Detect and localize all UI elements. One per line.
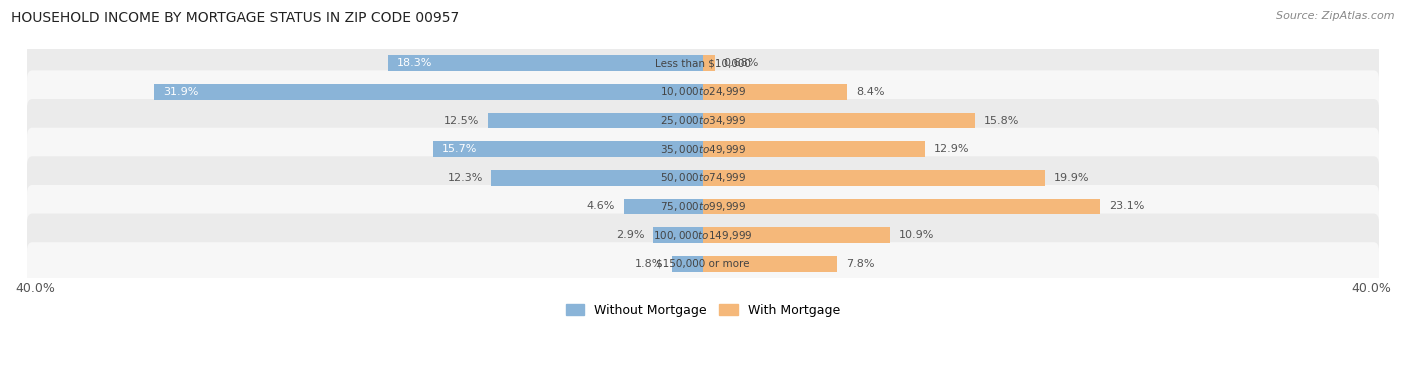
- Bar: [703, 113, 974, 129]
- FancyBboxPatch shape: [27, 156, 1379, 199]
- Text: 19.9%: 19.9%: [1054, 173, 1090, 183]
- Text: 40.0%: 40.0%: [1351, 282, 1391, 295]
- Text: $25,000 to $34,999: $25,000 to $34,999: [659, 114, 747, 127]
- Text: 8.4%: 8.4%: [856, 87, 884, 97]
- FancyBboxPatch shape: [27, 242, 1379, 285]
- Bar: [155, 84, 703, 100]
- Bar: [624, 199, 703, 214]
- Text: 4.6%: 4.6%: [586, 201, 616, 211]
- Text: 40.0%: 40.0%: [15, 282, 55, 295]
- Text: 2.9%: 2.9%: [616, 230, 644, 240]
- FancyBboxPatch shape: [27, 185, 1379, 228]
- Bar: [703, 55, 714, 71]
- Bar: [703, 170, 1045, 185]
- Bar: [388, 55, 703, 71]
- Text: $75,000 to $99,999: $75,000 to $99,999: [659, 200, 747, 213]
- Text: 7.8%: 7.8%: [846, 259, 875, 269]
- Text: HOUSEHOLD INCOME BY MORTGAGE STATUS IN ZIP CODE 00957: HOUSEHOLD INCOME BY MORTGAGE STATUS IN Z…: [11, 11, 460, 25]
- Text: 0.68%: 0.68%: [723, 58, 759, 68]
- Legend: Without Mortgage, With Mortgage: Without Mortgage, With Mortgage: [561, 299, 845, 322]
- Text: 12.9%: 12.9%: [934, 144, 969, 154]
- Text: $150,000 or more: $150,000 or more: [657, 259, 749, 269]
- Bar: [433, 141, 703, 157]
- Text: 10.9%: 10.9%: [898, 230, 935, 240]
- Text: Source: ZipAtlas.com: Source: ZipAtlas.com: [1277, 11, 1395, 21]
- FancyBboxPatch shape: [27, 128, 1379, 171]
- FancyBboxPatch shape: [27, 42, 1379, 85]
- Bar: [492, 170, 703, 185]
- Text: 18.3%: 18.3%: [396, 58, 432, 68]
- Text: $100,000 to $149,999: $100,000 to $149,999: [654, 228, 752, 242]
- Bar: [654, 227, 703, 243]
- Text: 23.1%: 23.1%: [1109, 201, 1144, 211]
- Text: 15.7%: 15.7%: [441, 144, 477, 154]
- Text: 1.8%: 1.8%: [636, 259, 664, 269]
- FancyBboxPatch shape: [27, 214, 1379, 256]
- Bar: [672, 256, 703, 271]
- Text: 12.5%: 12.5%: [444, 115, 479, 126]
- Text: 12.3%: 12.3%: [447, 173, 482, 183]
- Bar: [703, 227, 890, 243]
- Text: $10,000 to $24,999: $10,000 to $24,999: [659, 85, 747, 98]
- FancyBboxPatch shape: [27, 70, 1379, 113]
- Bar: [703, 84, 848, 100]
- Bar: [703, 256, 837, 271]
- Text: $50,000 to $74,999: $50,000 to $74,999: [659, 171, 747, 184]
- Bar: [488, 113, 703, 129]
- Text: 31.9%: 31.9%: [163, 87, 198, 97]
- Text: $35,000 to $49,999: $35,000 to $49,999: [659, 143, 747, 156]
- Bar: [703, 199, 1101, 214]
- Text: 15.8%: 15.8%: [983, 115, 1019, 126]
- FancyBboxPatch shape: [27, 99, 1379, 142]
- Text: Less than $10,000: Less than $10,000: [655, 58, 751, 68]
- Bar: [703, 141, 925, 157]
